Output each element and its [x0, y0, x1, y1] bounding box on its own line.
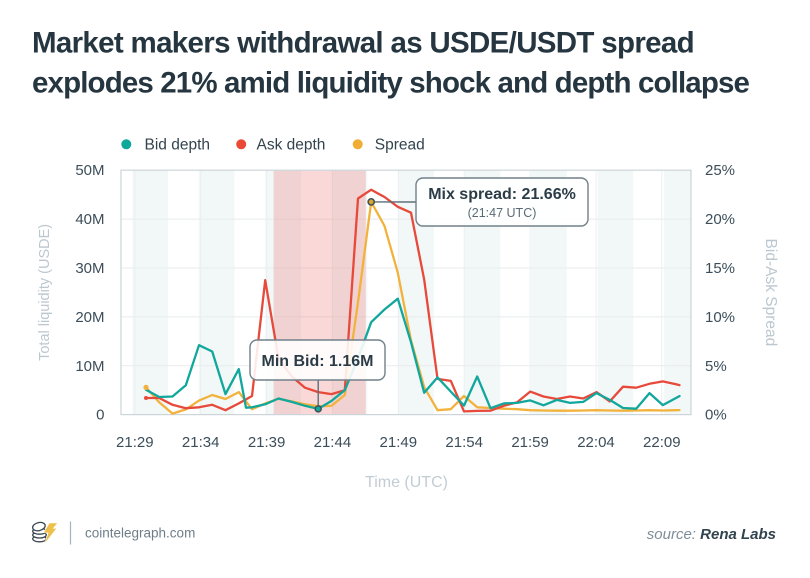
svg-text:Market makers withdrawal as US: Market makers withdrawal as USDE/USDT sp…	[32, 27, 694, 60]
svg-text:explodes 21% amid liquidity sh: explodes 21% amid liquidity shock and de…	[32, 67, 749, 100]
svg-text:0: 0	[96, 407, 104, 424]
svg-text:Spread: Spread	[375, 137, 425, 154]
svg-text:21:34: 21:34	[182, 434, 220, 451]
svg-text:21:44: 21:44	[314, 434, 352, 451]
svg-text:21:29: 21:29	[116, 434, 154, 451]
svg-text:22:04: 22:04	[577, 434, 615, 451]
svg-text:source: Rena Labs: source: Rena Labs	[647, 526, 776, 543]
svg-text:21:49: 21:49	[380, 434, 418, 451]
svg-text:15%: 15%	[705, 260, 735, 277]
svg-text:21:59: 21:59	[511, 434, 549, 451]
svg-text:21:39: 21:39	[248, 434, 286, 451]
svg-text:Mix spread: 21.66%: Mix spread: 21.66%	[428, 186, 576, 203]
svg-text:10M: 10M	[75, 358, 104, 375]
svg-text:21:54: 21:54	[445, 434, 483, 451]
svg-text:20%: 20%	[705, 211, 735, 228]
svg-text:Time (UTC): Time (UTC)	[365, 474, 448, 491]
svg-text:10%: 10%	[705, 309, 735, 326]
svg-text:40M: 40M	[75, 211, 104, 228]
svg-text:50M: 50M	[75, 162, 104, 179]
svg-text:25%: 25%	[705, 162, 735, 179]
svg-text:Bid-Ask Spread: Bid-Ask Spread	[762, 239, 779, 347]
svg-text:22:09: 22:09	[643, 434, 681, 451]
svg-text:Total liquidity (USDE): Total liquidity (USDE)	[37, 224, 53, 361]
svg-text:Min Bid: 1.16M: Min Bid: 1.16M	[261, 353, 373, 370]
svg-text:30M: 30M	[75, 260, 104, 277]
svg-text:(21:47 UTC): (21:47 UTC)	[468, 206, 537, 220]
svg-text:Bid depth: Bid depth	[145, 137, 211, 154]
svg-text:20M: 20M	[75, 309, 104, 326]
svg-text:5%: 5%	[705, 358, 727, 375]
svg-text:cointelegraph.com: cointelegraph.com	[85, 526, 195, 541]
svg-text:Ask depth: Ask depth	[257, 137, 326, 154]
svg-text:0%: 0%	[705, 407, 727, 424]
